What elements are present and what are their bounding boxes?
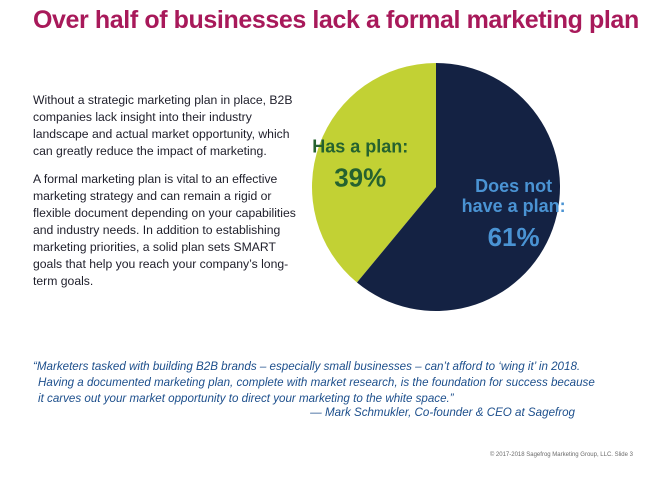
body-text: Without a strategic marketing plan in pl… bbox=[33, 92, 303, 301]
quote-line-3: it carves out your market opportunity to… bbox=[38, 392, 454, 405]
pie-value-has-plan: 39% bbox=[334, 163, 386, 193]
pie-label-has-plan-line-1: Has a plan: bbox=[312, 137, 408, 157]
page-title: Over half of businesses lack a formal ma… bbox=[33, 6, 639, 34]
quote-attribution: — Mark Schmukler, Co-founder & CEO at Sa… bbox=[310, 406, 575, 419]
pie-slice-no-plan bbox=[356, 63, 560, 311]
pie-value-no-plan: 61% bbox=[488, 222, 540, 252]
pie-label-no-plan-line-1: Does not bbox=[475, 176, 552, 196]
pie-label-no-plan-line-2: have a plan: bbox=[462, 196, 566, 216]
quote-line-2: Having a documented marketing plan, comp… bbox=[38, 376, 595, 389]
footer-copyright: © 2017-2018 Sagefrog Marketing Group, LL… bbox=[489, 452, 633, 458]
quote-line-1: “Marketers tasked with building B2B bran… bbox=[33, 360, 581, 373]
paragraph-intro: Without a strategic marketing plan in pl… bbox=[33, 93, 293, 158]
pie-slice-has-plan bbox=[312, 63, 436, 283]
paragraph-detail: A formal marketing plan is vital to an e… bbox=[33, 172, 296, 288]
quote: “Marketers tasked with building B2B bran… bbox=[33, 359, 623, 407]
